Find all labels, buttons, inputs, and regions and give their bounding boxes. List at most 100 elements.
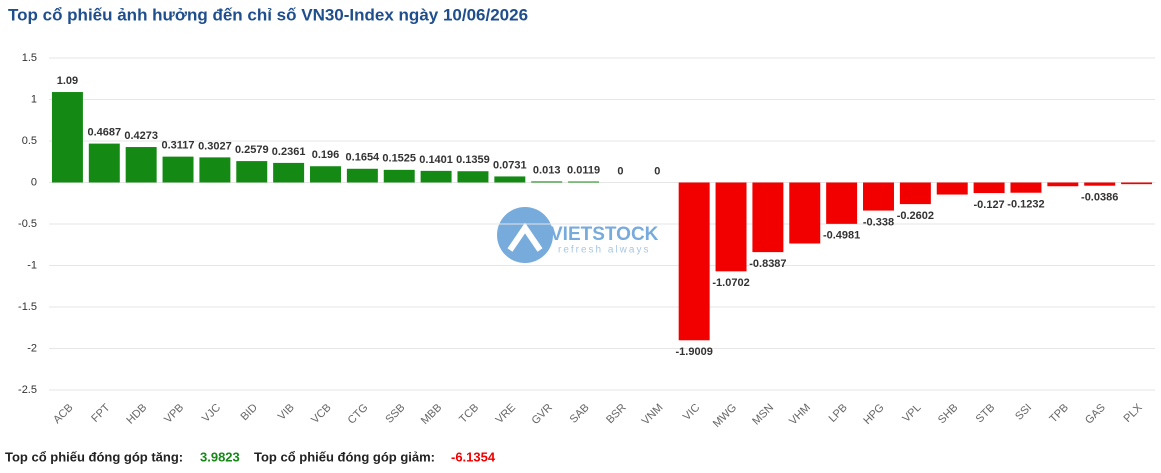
- x-tick-label: SAB: [568, 402, 592, 426]
- value-label: 0.2361: [272, 146, 306, 158]
- bar: [1010, 182, 1042, 193]
- x-tick-label: HDB: [124, 402, 149, 427]
- bar: [383, 169, 415, 183]
- x-tick-label: SSI: [1013, 402, 1034, 423]
- x-tick-label: FPT: [89, 401, 112, 424]
- x-tick-label: BSR: [604, 402, 629, 427]
- bar: [789, 182, 821, 244]
- bar: [88, 143, 120, 183]
- y-tick-label: -0.5: [18, 218, 37, 230]
- bar: [863, 182, 894, 211]
- value-label: 0.1401: [419, 154, 453, 166]
- y-tick-label: 0: [31, 176, 37, 188]
- bar: [899, 182, 931, 205]
- y-tick-label: 1.5: [22, 52, 37, 64]
- y-tick-label: 0.5: [22, 135, 37, 147]
- x-tick-label: SSB: [383, 402, 407, 426]
- bar: [420, 170, 452, 183]
- watermark-arrow: [507, 222, 543, 252]
- bar: [1121, 182, 1153, 185]
- bar: [568, 181, 600, 183]
- value-label: -0.4981: [823, 230, 860, 242]
- value-label: 1.09: [57, 75, 78, 87]
- bar: [125, 147, 157, 183]
- y-tick-label: -2.5: [18, 384, 37, 396]
- value-label: 0.4687: [87, 127, 121, 139]
- x-tick-label: CTG: [346, 402, 371, 427]
- bar: [273, 162, 305, 183]
- value-label: -0.127: [973, 199, 1004, 211]
- x-tick-label: VRE: [494, 402, 518, 426]
- bar: [752, 182, 784, 253]
- value-label: -0.338: [863, 216, 894, 228]
- x-tick-label: TPB: [1047, 402, 1071, 426]
- x-tick-label: LPB: [827, 402, 850, 425]
- x-tick-label: SHB: [936, 402, 960, 426]
- value-label: 0.1359: [456, 154, 490, 166]
- value-label: 0.1654: [346, 152, 381, 164]
- footer-label: Top cổ phiếu đóng góp giảm:: [254, 449, 435, 464]
- x-tick-label: VIC: [681, 402, 702, 423]
- bar: [715, 182, 747, 272]
- value-label: 0.196: [312, 149, 340, 161]
- bar: [826, 182, 858, 224]
- value-label: 0.3117: [162, 140, 195, 152]
- bar: [199, 157, 231, 183]
- bar: [1047, 182, 1079, 187]
- y-tick-label: -1: [27, 259, 37, 271]
- y-tick-label: -2: [27, 342, 37, 354]
- x-tick-label: VPL: [900, 402, 923, 425]
- x-tick-label: HPG: [861, 402, 886, 427]
- footer-value: 3.9823: [200, 449, 240, 464]
- footer-label: Top cổ phiếu đóng góp tăng:: [5, 449, 183, 464]
- value-label: -0.0386: [1081, 192, 1118, 204]
- watermark-brand: VIETSTOCK: [550, 224, 659, 245]
- x-tick-label: MSN: [750, 402, 776, 428]
- bar: [1084, 182, 1116, 186]
- x-tick-label: MBB: [419, 402, 444, 427]
- x-tick-label: TCB: [457, 402, 481, 426]
- x-tick-label: GVR: [530, 402, 555, 427]
- bar: [457, 171, 489, 183]
- value-label: 0.0119: [567, 164, 600, 176]
- value-label: 0.3027: [198, 140, 232, 152]
- x-tick-label: BID: [238, 402, 259, 423]
- bar: [162, 156, 194, 183]
- y-tick-label: 1: [31, 93, 37, 105]
- x-tick-label: STB: [974, 402, 998, 426]
- bar: [973, 182, 1005, 194]
- value-label: 0.013: [533, 164, 561, 176]
- bar: [236, 161, 268, 183]
- bar: [310, 166, 341, 183]
- watermark-logo: [497, 207, 553, 263]
- value-label: 0.4273: [124, 130, 158, 142]
- bar: [678, 182, 710, 341]
- bar: [346, 168, 378, 183]
- x-tick-label: VNM: [640, 402, 666, 428]
- y-tick-label: -1.5: [18, 301, 37, 313]
- x-tick-label: ACB: [51, 402, 75, 426]
- footer-value: -6.1354: [451, 449, 496, 464]
- x-tick-label: VIB: [276, 402, 297, 423]
- value-label: 0: [617, 165, 623, 177]
- value-label: -0.1232: [1007, 199, 1044, 211]
- x-tick-label: MWG: [711, 402, 739, 430]
- watermark: VIETSTOCK refresh always: [497, 207, 659, 263]
- bar: [51, 92, 83, 183]
- x-tick-label: GAS: [1083, 402, 1108, 427]
- value-label: 0: [654, 165, 660, 177]
- value-label: 0.1525: [382, 153, 416, 165]
- x-tick-label: VCB: [309, 402, 333, 426]
- x-tick-label: VJC: [200, 402, 223, 425]
- watermark-tagline: refresh always: [558, 245, 650, 256]
- chart-title: Top cổ phiếu ảnh hưởng đến chỉ số VN30-I…: [8, 5, 528, 24]
- value-label: -0.8387: [749, 258, 786, 270]
- value-label: -1.9009: [676, 346, 713, 358]
- value-label: 0.2579: [235, 144, 269, 156]
- x-tick-label: PLX: [1122, 401, 1146, 425]
- x-tick-label: VPB: [162, 402, 186, 426]
- bar: [531, 181, 563, 183]
- value-label: -0.2602: [897, 210, 934, 222]
- value-label: 0.0731: [493, 159, 527, 171]
